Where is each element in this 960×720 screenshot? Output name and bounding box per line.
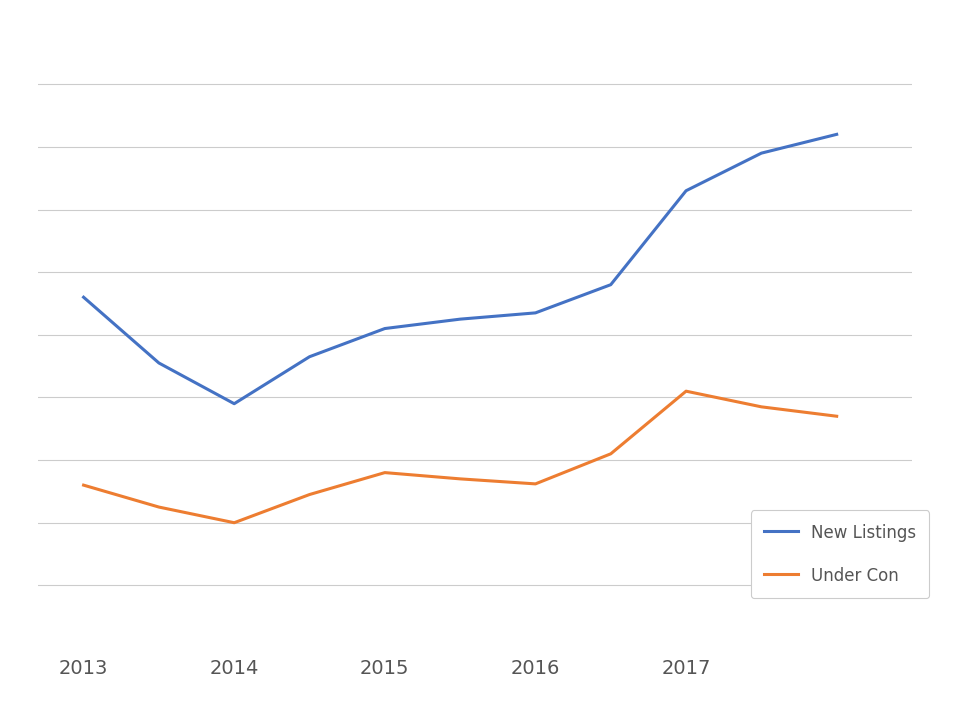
New Listings [303,352,315,361]
New Listings [756,149,767,158]
Under Con [605,449,616,458]
Under Con [228,518,240,527]
Under Con [379,468,391,477]
Line: New Listings: New Listings [84,135,837,404]
New Listings [154,359,165,367]
Under Con [154,503,165,511]
New Listings [681,186,692,195]
New Listings [605,280,616,289]
Under Con [681,387,692,395]
New Listings [379,324,391,333]
Under Con [454,474,466,483]
New Listings [831,130,843,139]
Under Con [756,402,767,411]
Under Con [303,490,315,499]
New Listings [454,315,466,323]
New Listings [530,309,541,318]
Under Con [78,481,89,490]
Under Con [831,412,843,420]
Line: Under Con: Under Con [84,391,837,523]
Under Con [530,480,541,488]
New Listings [78,293,89,302]
Legend: New Listings, Under Con: New Listings, Under Con [751,510,929,598]
New Listings [228,400,240,408]
